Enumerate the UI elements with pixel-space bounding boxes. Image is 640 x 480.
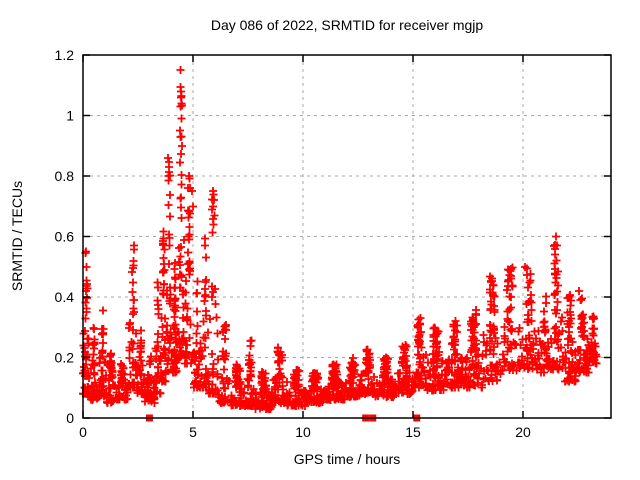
axis-ticks <box>82 54 611 419</box>
y-tick-label: 0.2 <box>55 350 75 366</box>
chart-title: Day 086 of 2022, SRMTID for receiver mgj… <box>211 17 484 33</box>
y-tick-label: 0.6 <box>55 229 75 245</box>
x-tick-labels: 0 5 10 15 20 <box>79 424 531 440</box>
x-tick-label: 5 <box>189 424 197 440</box>
y-tick-label: 0.8 <box>55 168 75 184</box>
y-tick-labels: 0 0.2 0.4 0.6 0.8 1 1.2 <box>55 47 75 426</box>
x-tick-label: 15 <box>405 424 421 440</box>
y-tick-label: 0 <box>66 410 74 426</box>
y-tick-label: 1 <box>66 108 74 124</box>
data-points <box>79 66 601 413</box>
y-tick-label: 1.2 <box>55 47 75 63</box>
y-axis-label: SRMTID / TECUs <box>9 181 25 291</box>
x-axis-label: GPS time / hours <box>294 451 401 467</box>
x-tick-label: 0 <box>79 424 87 440</box>
x-tick-label: 20 <box>515 424 531 440</box>
x-tick-label: 10 <box>295 424 311 440</box>
y-tick-label: 0.4 <box>55 289 75 305</box>
